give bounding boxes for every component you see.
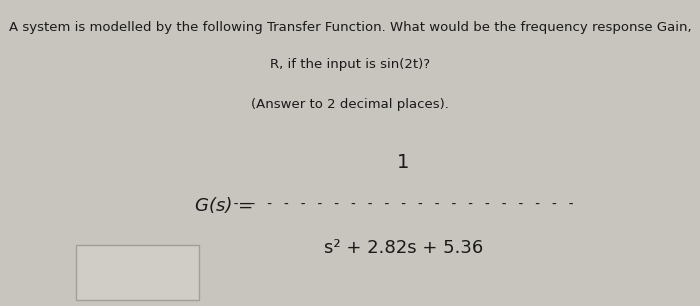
Text: A system is modelled by the following Transfer Function. What would be the frequ: A system is modelled by the following Tr… (8, 21, 692, 34)
Text: - - - - - - - - - - - - - - - - - - - - -: - - - - - - - - - - - - - - - - - - - - … (232, 197, 575, 211)
Text: G(s) =: G(s) = (195, 197, 253, 215)
FancyBboxPatch shape (76, 245, 199, 300)
Text: R, if the input is sin(2t)?: R, if the input is sin(2t)? (270, 58, 430, 71)
Text: 1: 1 (397, 153, 410, 172)
Text: s² + 2.82s + 5.36: s² + 2.82s + 5.36 (323, 239, 483, 257)
Text: (Answer to 2 decimal places).: (Answer to 2 decimal places). (251, 98, 449, 111)
